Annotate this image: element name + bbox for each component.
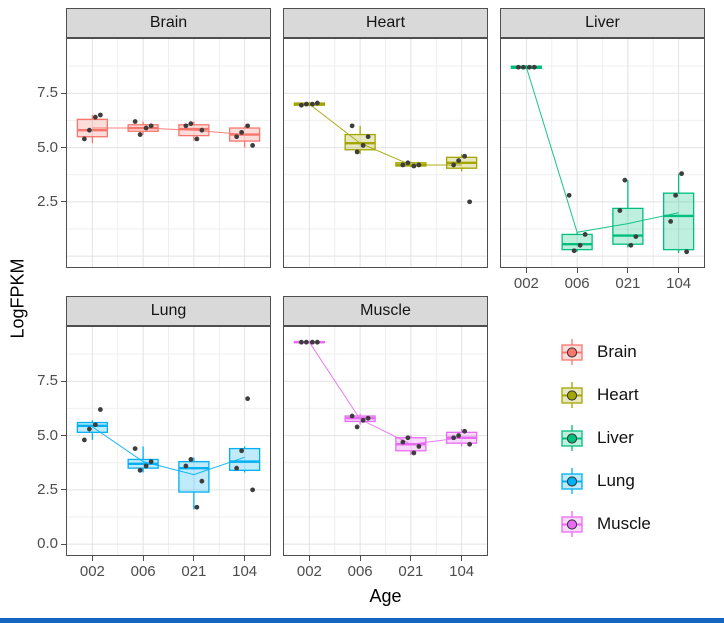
y-tick-mark bbox=[61, 543, 66, 545]
x-tick-mark bbox=[678, 268, 680, 273]
y-tick-mark bbox=[61, 201, 66, 203]
legend-label: Heart bbox=[597, 384, 639, 404]
facet-strip-heart: Heart bbox=[283, 8, 488, 38]
x-tick-label: 021 bbox=[398, 563, 424, 580]
legend-label: Liver bbox=[597, 427, 634, 447]
facet-strip-label: Lung bbox=[150, 302, 187, 319]
facet-strip-label: Liver bbox=[585, 14, 620, 31]
x-tick-mark bbox=[244, 556, 246, 561]
boxplot-key-icon bbox=[561, 424, 583, 451]
x-tick-mark bbox=[627, 268, 629, 273]
facet-panel-muscle bbox=[283, 326, 488, 556]
x-tick-label: 002 bbox=[296, 563, 322, 580]
y-tick-mark bbox=[61, 380, 66, 382]
x-tick-label: 002 bbox=[513, 275, 539, 292]
y-tick-mark bbox=[61, 147, 66, 149]
boxplot-key-icon bbox=[561, 510, 583, 537]
facet-strip-brain: Brain bbox=[66, 8, 271, 38]
x-tick-mark bbox=[359, 556, 361, 561]
y-tick-mark bbox=[61, 489, 66, 491]
x-tick-label: 006 bbox=[347, 563, 373, 580]
legend: Brain Heart Liver Lung Muscle bbox=[556, 330, 651, 545]
facet-panel-liver bbox=[500, 38, 705, 268]
x-tick-label: 021 bbox=[615, 275, 641, 292]
y-tick-label: 2.5 bbox=[37, 480, 58, 498]
y-tick-label: 7.5 bbox=[37, 372, 58, 390]
x-tick-mark bbox=[142, 556, 144, 561]
x-axis-title: Age bbox=[369, 586, 402, 606]
x-tick-mark bbox=[193, 556, 195, 561]
facet-panel-heart bbox=[283, 38, 488, 268]
legend-label: Muscle bbox=[597, 513, 651, 533]
y-tick-label: 5.0 bbox=[37, 138, 58, 156]
y-tick-mark bbox=[61, 92, 66, 94]
legend-item-liver: Liver bbox=[556, 416, 651, 459]
y-tick-label: 0.0 bbox=[37, 535, 58, 553]
x-tick-mark bbox=[461, 556, 463, 561]
y-axis-title: LogFPKM bbox=[7, 258, 28, 339]
x-tick-label: 002 bbox=[79, 563, 105, 580]
y-tick-mark bbox=[61, 435, 66, 437]
x-tick-label: 021 bbox=[181, 563, 207, 580]
x-tick-mark bbox=[525, 268, 527, 273]
x-tick-label: 006 bbox=[564, 275, 590, 292]
bottom-edge-bar bbox=[0, 618, 724, 623]
facet-strip-label: Brain bbox=[149, 14, 188, 31]
x-tick-label: 104 bbox=[666, 275, 692, 292]
legend-label: Lung bbox=[597, 470, 635, 490]
facet-panel-lung bbox=[66, 326, 271, 556]
x-tick-label: 006 bbox=[130, 563, 156, 580]
x-tick-mark bbox=[410, 556, 412, 561]
x-tick-mark bbox=[576, 268, 578, 273]
boxplot-key-icon bbox=[561, 381, 583, 408]
y-tick-label: 5.0 bbox=[37, 426, 58, 444]
legend-item-lung: Lung bbox=[556, 459, 651, 502]
x-tick-mark bbox=[308, 556, 310, 561]
legend-item-heart: Heart bbox=[556, 373, 651, 416]
facet-strip-liver: Liver bbox=[500, 8, 705, 38]
facet-strip-label: Heart bbox=[365, 14, 406, 31]
legend-item-brain: Brain bbox=[556, 330, 651, 373]
facet-strip-label: Muscle bbox=[360, 302, 411, 319]
facet-strip-lung: Lung bbox=[66, 296, 271, 326]
legend-item-muscle: Muscle bbox=[556, 502, 651, 545]
facet-strip-muscle: Muscle bbox=[283, 296, 488, 326]
y-tick-label: 2.5 bbox=[37, 192, 58, 210]
boxplot-key-icon bbox=[561, 338, 583, 365]
legend-label: Brain bbox=[597, 341, 637, 361]
y-tick-label: 7.5 bbox=[37, 84, 58, 102]
boxplot-key-icon bbox=[561, 467, 583, 494]
x-tick-mark bbox=[91, 556, 93, 561]
x-tick-label: 104 bbox=[449, 563, 475, 580]
x-tick-label: 104 bbox=[232, 563, 258, 580]
facet-panel-brain bbox=[66, 38, 271, 268]
